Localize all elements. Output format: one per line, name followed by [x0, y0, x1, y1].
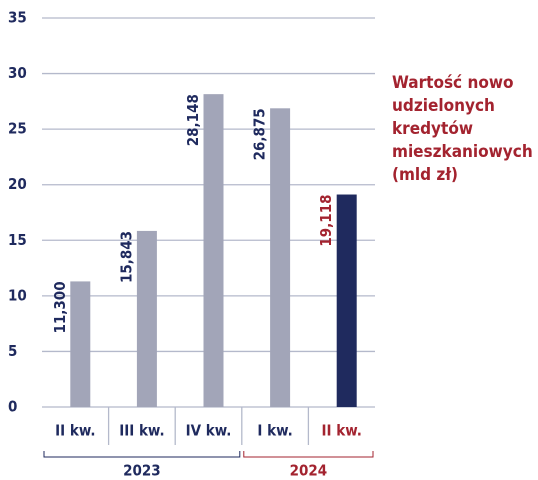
x-tick-label: III kw. [119, 422, 164, 440]
bar [136, 230, 157, 407]
value-label: 15,843 [117, 231, 135, 283]
bar [203, 94, 224, 407]
group-bracket [243, 451, 374, 458]
bar [70, 281, 91, 407]
y-tick-label: 15 [8, 231, 27, 249]
y-tick-label: 35 [8, 9, 27, 27]
y-tick-label: 20 [8, 175, 27, 193]
value-label: 28,148 [184, 94, 202, 146]
x-tick-label: IV kw. [186, 422, 232, 440]
bar [270, 108, 291, 407]
y-tick-label: 25 [8, 120, 27, 138]
x-tick-label: II kw. [55, 422, 95, 440]
y-tick-label: 0 [8, 398, 17, 416]
value-label: 19,118 [317, 195, 335, 247]
group-bracket [43, 451, 241, 458]
value-label: 11,300 [51, 281, 69, 333]
y-tick-label: 10 [8, 286, 27, 304]
y-tick-label: 5 [8, 342, 17, 360]
value-label: 26,875 [251, 108, 269, 160]
bar [336, 194, 357, 407]
chart-title: Wartość nowo udzielonych kredytów mieszk… [392, 73, 533, 185]
x-tick-label: I kw. [257, 422, 292, 440]
group-label: 2023 [123, 462, 161, 480]
group-label: 2024 [290, 462, 328, 480]
x-tick-label: II kw. [322, 422, 362, 440]
y-tick-label: 30 [8, 64, 27, 82]
